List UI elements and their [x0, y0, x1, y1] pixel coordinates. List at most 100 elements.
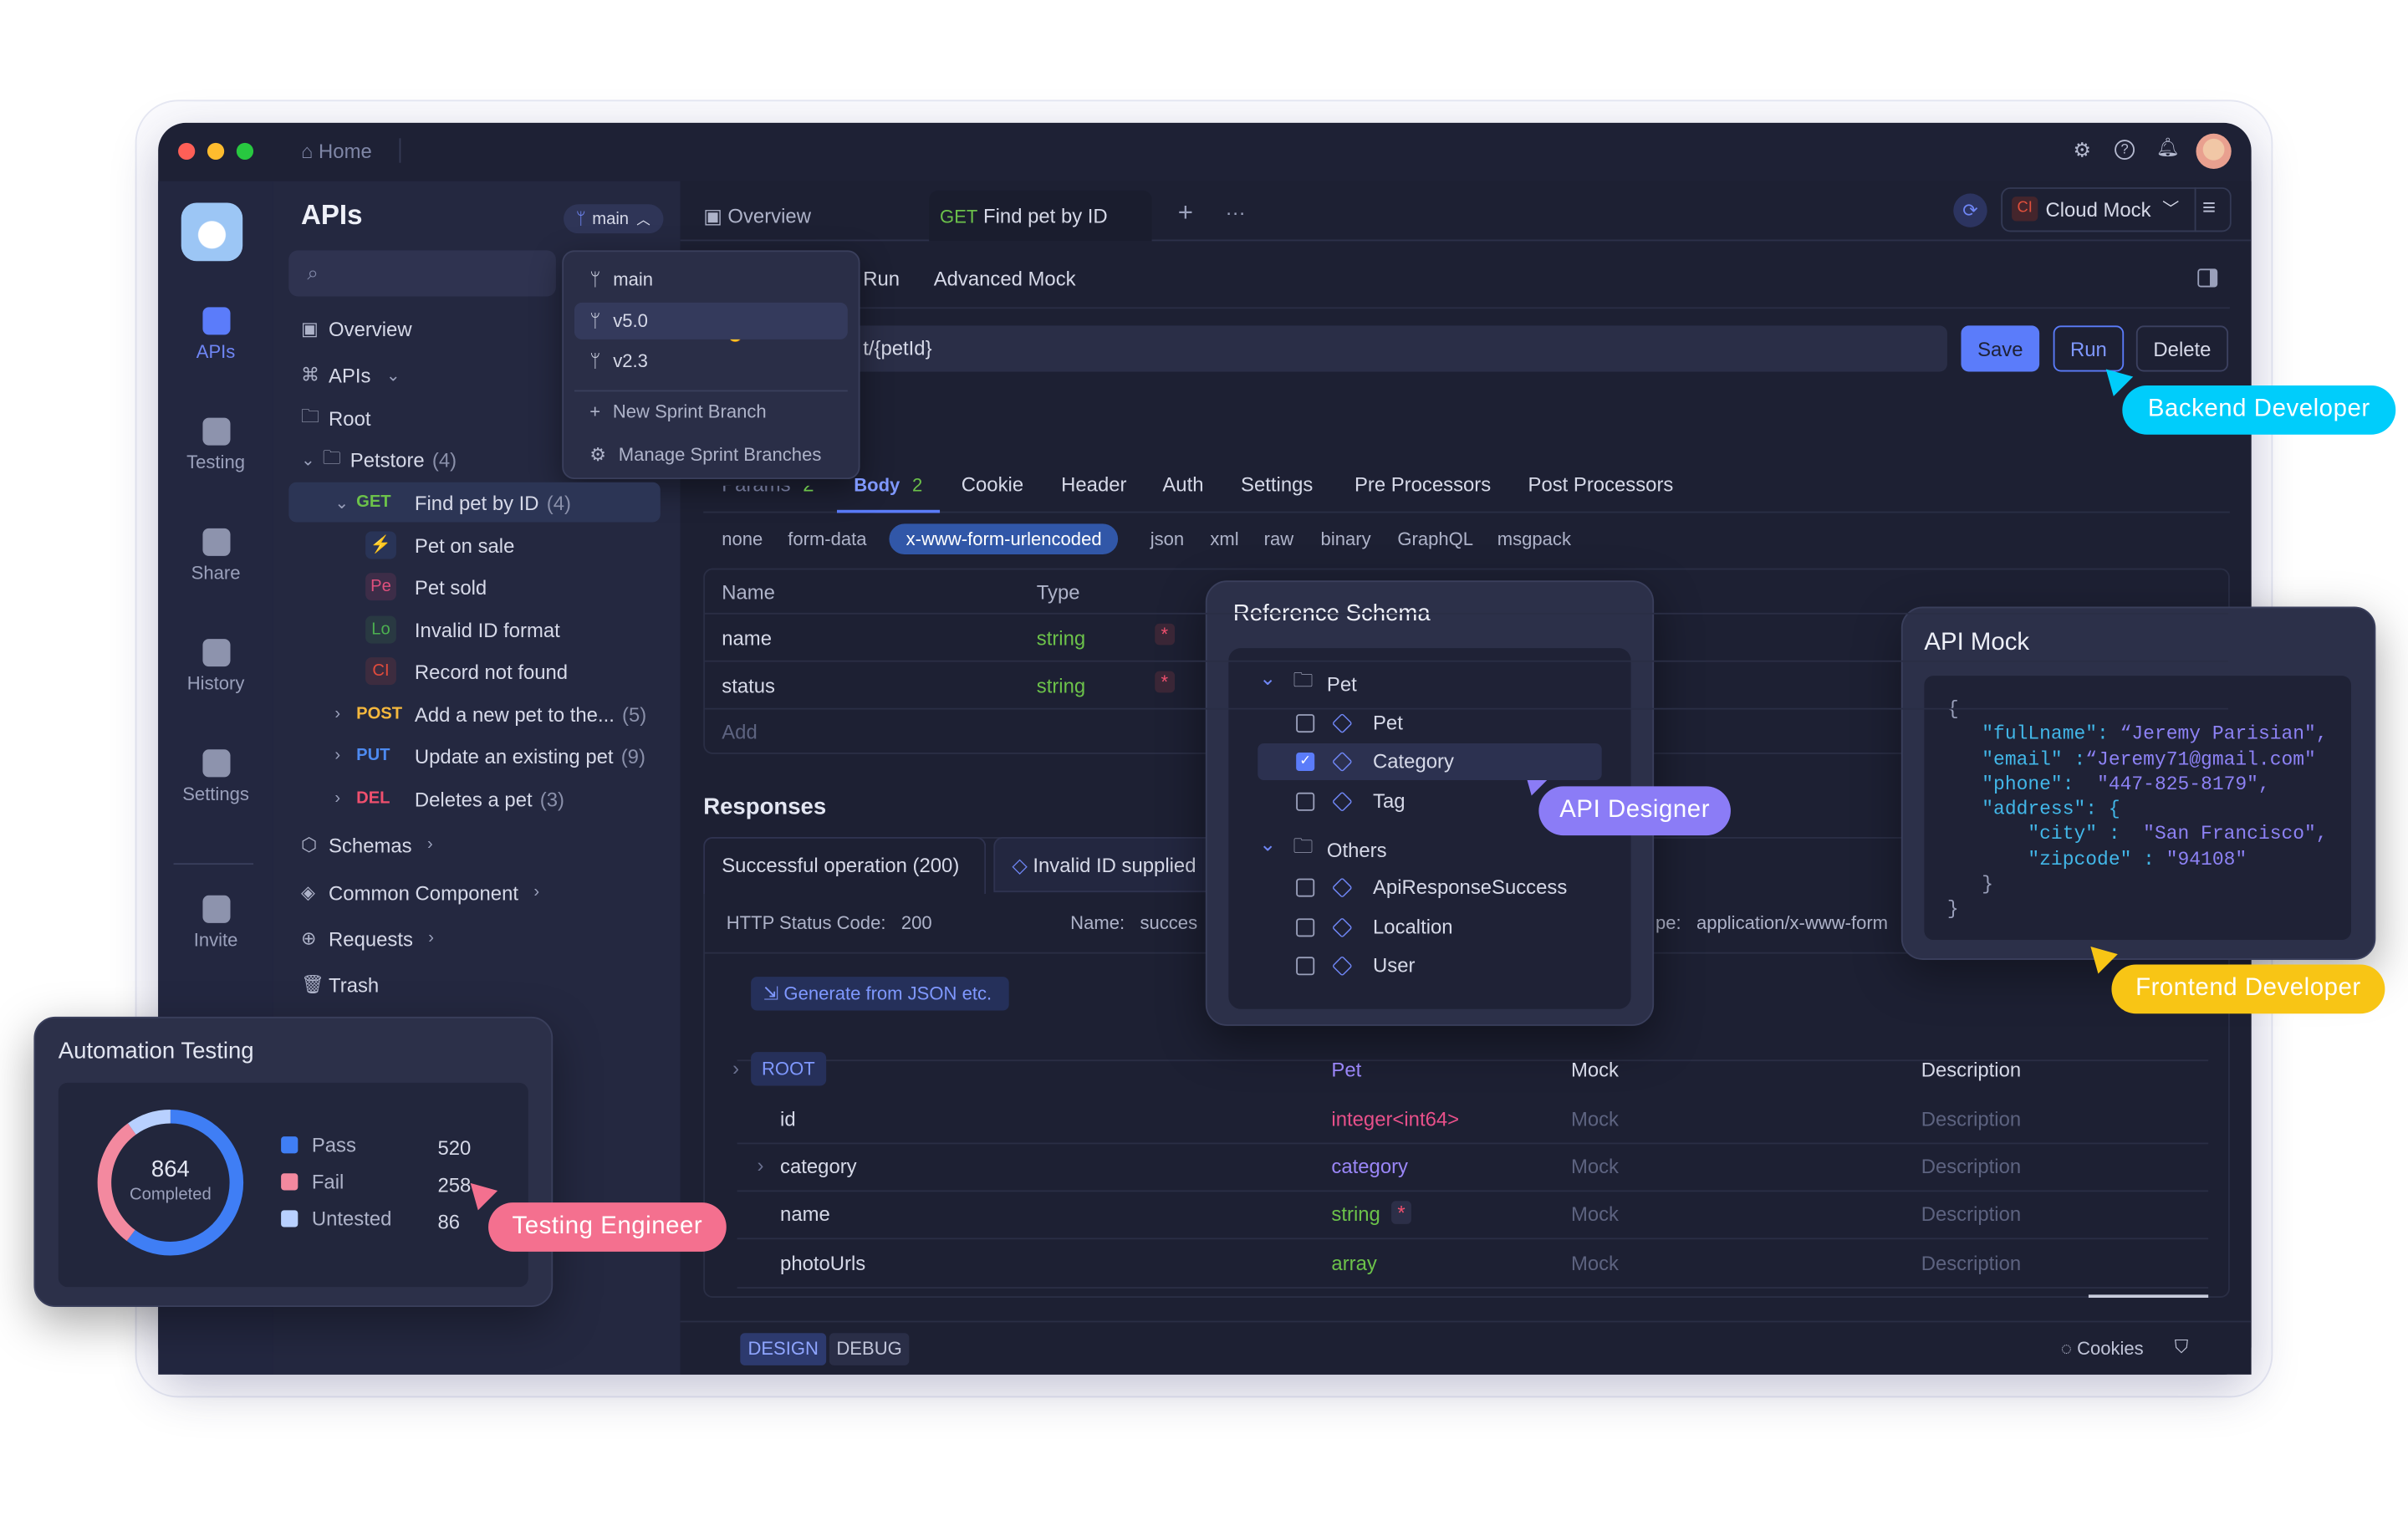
tab-post-processors[interactable]: Post Processors	[1528, 473, 1674, 497]
tree-item-common-component[interactable]: ◈ Common Component ›	[288, 872, 660, 912]
user-avatar[interactable]	[2196, 133, 2232, 170]
chevron-right-icon[interactable]: ›	[757, 1153, 764, 1176]
scrollbar[interactable]	[2088, 1294, 2209, 1299]
tree-item-invalid-id-format[interactable]: Lo Invalid ID format	[288, 610, 660, 650]
menu-icon[interactable]: ≡	[2201, 195, 2216, 222]
checkbox[interactable]	[1296, 917, 1315, 937]
schema-item-category[interactable]: ✓ Category	[1296, 749, 1454, 773]
add-tab-button[interactable]: +	[1177, 197, 1194, 227]
chevron-down-icon[interactable]: ⌄	[334, 493, 349, 513]
rail-item-apis[interactable]: APIs	[158, 307, 273, 362]
more-tabs-button[interactable]: ···	[1225, 201, 1246, 225]
tree-item-find-pet-by-id[interactable]: ⌄ GET Find pet by ID (4)	[288, 482, 661, 523]
tab-cookie[interactable]: Cookie	[962, 473, 1023, 497]
checkbox-checked[interactable]: ✓	[1296, 752, 1315, 771]
schema-mock[interactable]: Mock	[1570, 1155, 1619, 1178]
branch-item-v5-0[interactable]: ᛘ v5.0	[574, 301, 848, 339]
checkbox[interactable]	[1296, 791, 1315, 810]
body-type-graphql[interactable]: GraphQL	[1397, 528, 1474, 550]
branch-item-main[interactable]: ᛘ main	[574, 261, 848, 298]
tab-pre-processors[interactable]: Pre Processors	[1354, 473, 1491, 497]
tree-item-add-a-new-pet-to-the[interactable]: › POST Add a new pet to the... (5)	[288, 694, 660, 734]
branch-selector[interactable]: ᛘ main ︿	[564, 204, 664, 234]
tree-item-pet-sold[interactable]: Pe Pet sold	[288, 567, 660, 607]
tree-item-trash[interactable]: 🗑︎ Trash	[288, 964, 660, 1004]
tree-item-update-an-existing-pet[interactable]: › PUT Update an existing pet (9)	[288, 736, 660, 776]
schema-field-type[interactable]: Pet	[1331, 1058, 1362, 1082]
schema-mock[interactable]: Mock	[1570, 1251, 1619, 1275]
save-button[interactable]: Save	[1961, 325, 2040, 372]
tree-item-requests[interactable]: ⊕ Requests ›	[288, 918, 660, 958]
chevron-right-icon[interactable]: ›	[426, 835, 433, 855]
home-link[interactable]: ⌂ Home	[300, 140, 372, 163]
schema-field-name[interactable]: photoUrls	[780, 1251, 866, 1275]
body-type-raw[interactable]: raw	[1263, 528, 1294, 550]
minimize-window-button[interactable]	[207, 142, 225, 161]
run-button[interactable]: Run	[2053, 325, 2125, 372]
schema-mock[interactable]: Mock	[1570, 1058, 1619, 1082]
rail-item-settings[interactable]: Settings	[158, 749, 273, 804]
new-sprint-branch-item[interactable]: + New Sprint Branch	[589, 401, 767, 423]
param-type[interactable]: string	[1036, 626, 1086, 650]
schema-field-type[interactable]: array	[1331, 1251, 1377, 1275]
close-window-button[interactable]	[178, 142, 196, 161]
maximize-window-button[interactable]	[236, 142, 254, 161]
schema-mock[interactable]: Mock	[1570, 1202, 1619, 1226]
schema-field-type[interactable]: category	[1331, 1155, 1409, 1178]
rail-item-invite[interactable]: Invite	[158, 895, 273, 951]
chevron-down-icon[interactable]: ⌄	[300, 451, 315, 470]
body-type-binary[interactable]: binary	[1320, 528, 1371, 550]
param-name[interactable]: status	[722, 673, 775, 697]
tab-header[interactable]: Header	[1061, 473, 1126, 497]
body-type-json[interactable]: json	[1150, 528, 1185, 550]
generate-from-json-button[interactable]: ⇲ Generate from JSON etc.	[751, 977, 1009, 1011]
url-input[interactable]: t/{petId}	[703, 325, 1947, 372]
debug-mode-button[interactable]: DEBUG	[829, 1333, 910, 1365]
delete-button[interactable]: Delete	[2135, 325, 2229, 372]
schema-field-name[interactable]: category	[780, 1155, 857, 1178]
bell-icon[interactable]: 🔔︎	[2155, 136, 2180, 159]
subtab-run[interactable]: Run	[863, 267, 900, 291]
chevron-right-icon[interactable]: ›	[533, 883, 540, 902]
chevron-right-icon[interactable]: ›	[334, 705, 341, 724]
rail-item-share[interactable]: Share	[158, 528, 273, 584]
tab-find-pet-by-id[interactable]	[929, 190, 1152, 242]
schema-field-name[interactable]: name	[780, 1202, 830, 1226]
param-name[interactable]: name	[722, 626, 772, 650]
schema-description[interactable]: Description	[1921, 1107, 2022, 1131]
schema-description[interactable]: Description	[1921, 1058, 2022, 1082]
tree-item-deletes-a-pet[interactable]: › DEL Deletes a pet (3)	[288, 778, 660, 819]
schema-root[interactable]: ROOT	[751, 1052, 826, 1086]
body-type-xml[interactable]: xml	[1210, 528, 1239, 550]
tree-item-record-not-found[interactable]: CI Record not found	[288, 651, 660, 692]
gear-icon[interactable]: ⚙	[2073, 138, 2091, 161]
schema-field-name[interactable]: id	[780, 1107, 796, 1131]
body-type-form-data[interactable]: form-data	[788, 528, 867, 550]
checkbox[interactable]	[1296, 713, 1315, 732]
schema-item-tag[interactable]: Tag	[1296, 789, 1406, 813]
tree-item-apis[interactable]: ⌘ APIs ⌄	[288, 355, 660, 395]
environment-selector[interactable]	[2001, 187, 2232, 232]
branch-item-v2-3[interactable]: ᛘ v2.3	[574, 343, 848, 380]
chevron-down-icon[interactable]: ⌄	[385, 366, 400, 385]
chevron-right-icon[interactable]: ›	[732, 1056, 740, 1080]
tree-item-pet-on-sale[interactable]: ⚡ Pet on sale	[288, 525, 660, 565]
response-tab-200[interactable]: Successful operation (200)	[703, 837, 987, 894]
body-type-msgpack[interactable]: msgpack	[1497, 528, 1572, 550]
cookies-button[interactable]: ◌ Cookies	[2060, 1337, 2144, 1360]
schema-item-user[interactable]: User	[1296, 954, 1415, 977]
manage-sprint-branches-item[interactable]: ⚙ Manage Sprint Branches	[589, 443, 822, 466]
schema-group-pet[interactable]: ⌄ 🗀︎ Pet	[1259, 666, 1357, 700]
schema-description[interactable]: Description	[1921, 1155, 2022, 1178]
tab-auth[interactable]: Auth	[1162, 473, 1203, 497]
schema-field-type[interactable]: string	[1331, 1202, 1380, 1226]
help-icon[interactable]: ?	[2115, 140, 2135, 161]
name-value[interactable]: succes	[1140, 911, 1198, 934]
schema-description[interactable]: Description	[1921, 1251, 2022, 1275]
tree-item-root[interactable]: 🗀︎ Root	[288, 398, 660, 438]
schema-item-apiresponsesuccess[interactable]: ApiResponseSuccess	[1296, 875, 1567, 898]
schema-description[interactable]: Description	[1921, 1202, 2022, 1226]
content-type-value[interactable]: application/x-www-form	[1696, 911, 1889, 934]
response-tab-invalid-id[interactable]: ◇ Invalid ID supplied	[993, 837, 1224, 893]
workspace-avatar[interactable]	[181, 202, 243, 262]
